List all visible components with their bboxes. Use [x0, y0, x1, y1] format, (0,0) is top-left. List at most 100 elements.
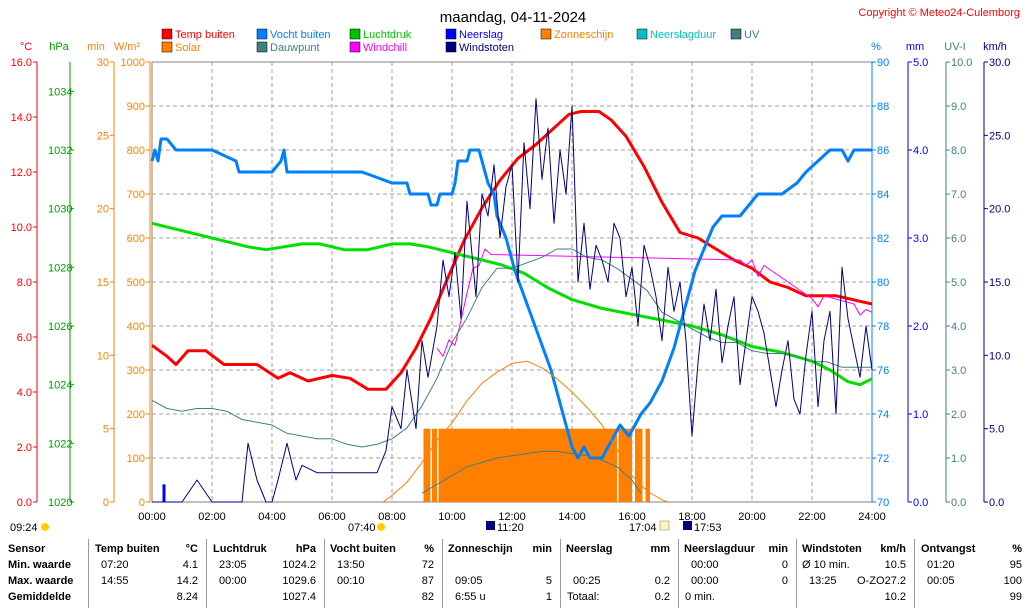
x-tick-label: 20:00: [738, 511, 766, 523]
temp-tick-label: 4.0: [17, 387, 32, 399]
radiation-max-value: 100: [1003, 575, 1022, 587]
dauwpunt-series-line: [151, 248, 872, 448]
table-separator: [914, 539, 915, 608]
legend-swatch: [256, 41, 268, 53]
minutes-tick-label: 15: [97, 277, 109, 289]
humidity-tick-label: 72: [877, 453, 889, 465]
sensor-column: Sensor Min. waarde Max. waarde Gemiddeld…: [0, 539, 88, 608]
moon-icon: [486, 521, 495, 530]
pressure-header: Luchtdruk: [213, 543, 267, 555]
rainduration-column: Neerslagduur min 00:00 00:00 0 min. 0 0: [679, 539, 796, 608]
rainduration-max-value: 0: [781, 575, 788, 587]
humidity-tick-label: 86: [877, 145, 889, 157]
rain-max-time: 00:25: [573, 575, 601, 587]
humidity-tick-label: 82: [877, 233, 889, 245]
temp-tick-label: 10.0: [11, 222, 32, 234]
solar-tick-label: 200: [127, 409, 145, 421]
temp-tick-label: 14.0: [11, 112, 32, 124]
rainduration-header: Neerslagduur: [684, 543, 755, 555]
gusts-max-direction: O-ZO: [857, 575, 885, 587]
x-tick-label: 08:00: [378, 511, 406, 523]
legend-label: Neerslag: [459, 29, 503, 41]
legend-label: Temp buiten: [175, 29, 235, 41]
sunrise-icon: [377, 523, 385, 531]
pressure-tick-label: 1026: [48, 321, 72, 333]
rainduration-total: 0 min.: [685, 591, 715, 603]
radiation-min-time: 01:20: [927, 559, 955, 571]
solar-series-line: [382, 360, 669, 503]
table-separator: [206, 539, 207, 608]
pressure-tick-label: 1030: [48, 204, 72, 216]
sunshine-bar: [431, 428, 437, 502]
wind-tick-label: 30.0: [989, 57, 1010, 69]
legend-label: Windchill: [363, 42, 407, 54]
humidity-min-value: 72: [421, 559, 434, 571]
gusts-min-value: 10.5: [884, 559, 906, 571]
pressure-axis-unit: hPa: [49, 41, 69, 53]
solar-axis-unit: W/m²: [114, 41, 141, 53]
sun-icon: [41, 523, 49, 531]
radiation-min-value: 95: [1009, 559, 1022, 571]
gusts-avg-value: 10.2: [884, 591, 906, 603]
gusts-avg-label: Ø 10 min.: [802, 559, 850, 571]
solar-tick-label: 100: [127, 453, 145, 465]
humidity-header: Vocht buiten: [330, 543, 396, 555]
pressure-tick-label: 1024: [48, 380, 72, 392]
pressure-unit: hPa: [295, 543, 316, 555]
pressure-min-time: 23:05: [219, 559, 247, 571]
pressure-tick-label: 1032: [48, 145, 72, 157]
x-tick-label: 02:00: [198, 511, 226, 523]
row-label-avg: Gemiddelde: [8, 591, 71, 603]
solar-tick-label: 800: [127, 145, 145, 157]
chart-title: maandag, 04-11-2024: [440, 9, 587, 26]
x-tick-label: 22:00: [798, 511, 826, 523]
wind-tick-label: 20.0: [989, 204, 1010, 216]
rain-tick-label: 4.0: [913, 145, 928, 157]
x-tick-label: 16:00: [618, 511, 646, 523]
minutes-tick-label: 20: [97, 204, 109, 216]
sunrise-label: 07:40: [348, 522, 376, 534]
sunshine-header: Zonneschijn: [448, 543, 513, 555]
statistics-table: Sensor Min. waarde Max. waarde Gemiddeld…: [0, 539, 1026, 608]
minutes-tick-label: 25: [97, 130, 109, 142]
legend-label: Neerslagduur: [650, 29, 716, 41]
solar-tick-label: 300: [127, 365, 145, 377]
solar-tick-label: 600: [127, 233, 145, 245]
row-label-min: Min. waarde: [8, 559, 71, 571]
sunshine-unit: min: [532, 543, 552, 555]
pressure-max-time: 00:00: [219, 575, 247, 587]
solar-tick-label: 900: [127, 101, 145, 113]
x-tick-label: 10:00: [438, 511, 466, 523]
temp-min-time: 07:20: [101, 559, 129, 571]
gusts-header: Windstoten: [802, 543, 862, 555]
pressure-column: Luchtdruk hPa 23:05 00:00 1024.2 1029.6 …: [207, 539, 324, 608]
sunset-icon: [659, 520, 670, 531]
legend-swatch: [161, 28, 173, 40]
rain-axis-unit: mm: [906, 41, 924, 53]
temp-header: Temp buiten: [95, 543, 160, 555]
uv-tick-label: 6.0: [951, 233, 966, 245]
pressure-tick-label: 1022: [48, 438, 72, 450]
rainduration-min-time: 00:00: [691, 559, 719, 571]
temp-min-value: 4.1: [182, 559, 198, 571]
minutes-axis-unit: min: [87, 41, 105, 53]
day-start-label: 09:24: [10, 522, 38, 534]
temp-buiten-series-line: [151, 110, 873, 391]
moon-left-label: 11:20: [497, 522, 524, 534]
radiation-header: Ontvangst: [921, 543, 976, 555]
temp-unit: °C: [185, 543, 198, 555]
x-tick-label: 06:00: [318, 511, 346, 523]
rain-tick-label: 2.0: [913, 321, 928, 333]
humidity-tick-label: 76: [877, 365, 889, 377]
x-tick-label: 24:00: [858, 511, 886, 523]
temp-max-value: 14.2: [176, 575, 198, 587]
minutes-tick-label: 30: [97, 57, 109, 69]
legend-label: Luchtdruk: [363, 29, 412, 41]
uv-tick-label: 7.0: [951, 189, 966, 201]
sunshine-max-value: 5: [545, 575, 552, 587]
weather-chart: maandag, 04-11-2024 Copyright © Meteo24-C…: [10, 7, 1020, 534]
table-separator: [324, 539, 325, 608]
legend-swatch: [349, 28, 361, 40]
temp-tick-label: 6.0: [17, 332, 32, 344]
temp-max-time: 14:55: [101, 575, 129, 587]
